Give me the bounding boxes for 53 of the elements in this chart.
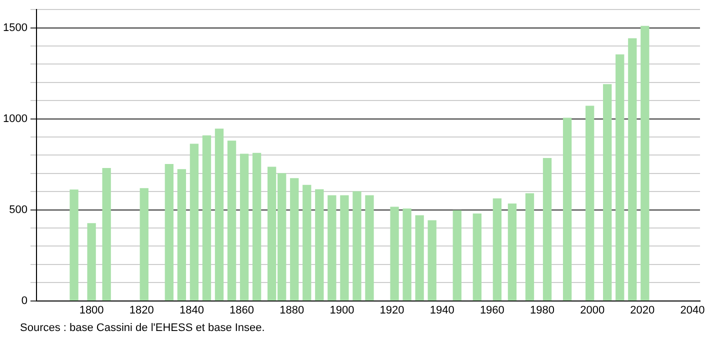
x-tick-label: 2000	[580, 304, 605, 316]
bar	[227, 140, 236, 301]
y-tick-label: 1000	[2, 112, 28, 125]
bar	[492, 198, 502, 301]
x-tick-label: 1920	[380, 304, 404, 316]
x-tick-label: 2040	[680, 304, 705, 316]
bar	[640, 26, 650, 301]
bar	[525, 193, 534, 301]
bar	[177, 169, 186, 301]
x-tick-label: 1960	[480, 304, 504, 316]
x-tick-label: 1800	[79, 304, 104, 316]
x-tick-label: 2020	[630, 304, 655, 316]
x-tick-label: 1820	[129, 304, 154, 316]
bar	[102, 168, 111, 301]
bar	[340, 195, 349, 301]
bar	[415, 215, 424, 301]
bar	[428, 220, 436, 301]
y-tick-label: 1500	[2, 22, 28, 34]
bar	[452, 210, 462, 301]
bar	[616, 54, 624, 301]
source-note: Sources : base Cassini de l'EHESS et base Insee.	[20, 322, 265, 334]
y-tick-label: 0	[21, 294, 28, 307]
bar	[365, 195, 374, 301]
bar	[472, 213, 482, 301]
bar	[352, 191, 362, 301]
bar	[603, 84, 612, 301]
x-tick-label: 1860	[230, 304, 254, 316]
bar	[628, 38, 637, 301]
bar	[562, 118, 572, 301]
bar	[315, 189, 324, 301]
bar	[390, 206, 399, 301]
y-tick-label: 500	[9, 204, 28, 216]
bar	[402, 208, 412, 301]
bar	[240, 154, 249, 301]
bar	[290, 178, 299, 301]
x-tick-label: 1980	[530, 304, 554, 316]
bar	[70, 189, 78, 301]
bar	[328, 195, 336, 301]
x-tick-label: 1940	[430, 304, 454, 316]
bar	[252, 152, 262, 301]
bar	[214, 128, 224, 301]
x-tick-label: 1900	[330, 304, 354, 316]
x-tick-label: 1840	[179, 304, 204, 316]
bar	[302, 184, 312, 301]
bar	[508, 203, 517, 301]
bar	[190, 144, 199, 301]
bar	[586, 106, 594, 301]
bar	[140, 188, 148, 301]
bar	[202, 135, 212, 301]
bar	[87, 223, 96, 301]
bar	[164, 164, 174, 301]
bar	[542, 158, 552, 301]
x-tick-label: 1880	[280, 304, 304, 316]
